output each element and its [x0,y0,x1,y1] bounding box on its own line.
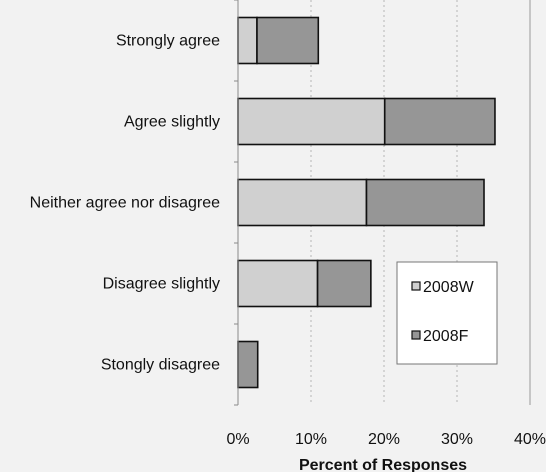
bar-segment-2008w-1 [237,97,386,146]
x-tick-label: 30% [441,431,473,448]
grid-layer [310,0,531,405]
category-label: Stongly disagree [101,357,220,374]
x-tick-label: 20% [368,431,400,448]
bar-segment-2008w-2 [237,178,368,227]
bar-segment-2008f-2 [365,178,485,227]
axis-layer [234,0,239,406]
bar-segment-2008f-0 [256,16,320,65]
legend-box [396,261,498,365]
legend-label-2008w: 2008W [423,279,475,296]
legend-label-2008f: 2008F [423,328,469,345]
bar-segment-2008w-3 [237,259,319,308]
x-tick-label: 40% [514,431,546,448]
legend-swatch-2008w [411,281,421,291]
labels-layer: 0% 10% 20% 30% 40% Strongly agree Agree slight… [30,33,546,449]
bar-segment-2008f-4 [237,340,259,389]
bars-layer [237,16,496,389]
legend: 2008W 2008F [396,261,498,365]
category-label: Agree slightly [124,114,220,131]
bar-segment-2008f-3 [316,259,372,308]
bar-segment-2008w-0 [237,16,258,65]
x-tick-label: 10% [295,431,327,448]
category-label: Neither agree nor disagree [30,195,220,212]
bar-segment-2008f-1 [383,97,496,146]
category-label: Strongly agree [116,33,220,50]
x-tick-label: 0% [226,431,249,448]
category-label: Disagree slightly [103,276,220,293]
x-axis-title: Percent of Responses [299,457,467,472]
legend-swatch-2008f [411,330,421,340]
